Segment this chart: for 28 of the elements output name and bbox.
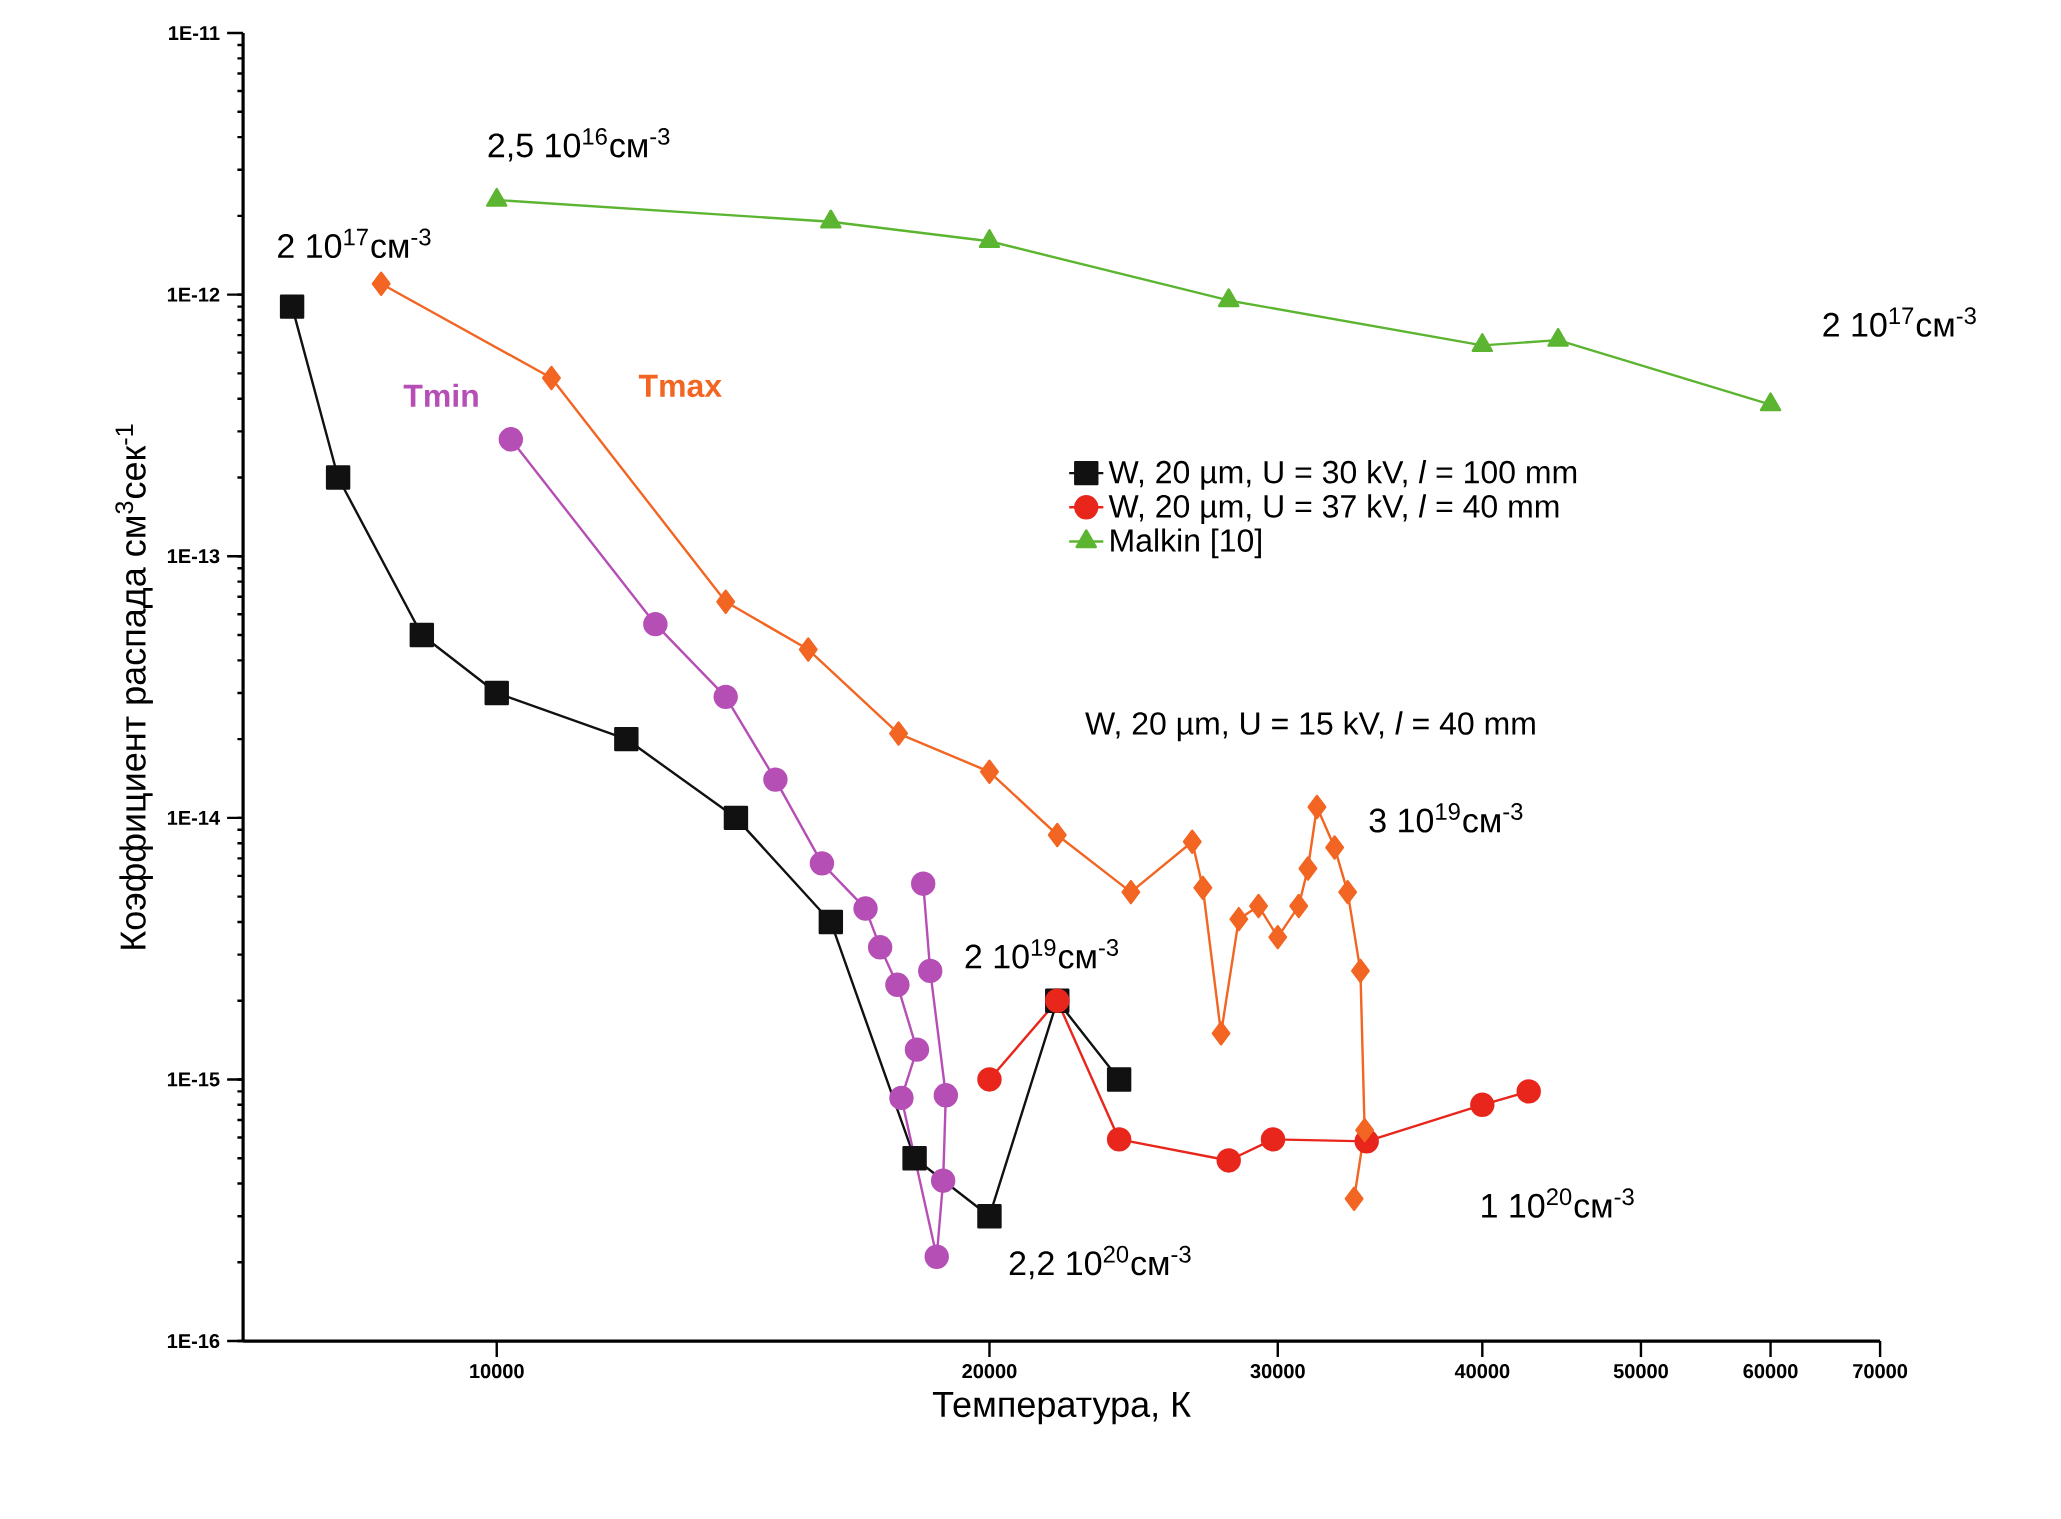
annotation: 2,2 10$^{20}$см$^{-3}$ [1009,1245,1191,1280]
annotation: W, 20 µm, U = 15 kV, l = 40 mm [1085,711,1535,742]
x-tick-label: 70000 [1853,1364,1908,1379]
annotation: 1 10$^{20}$см$^{-3}$ [1482,1188,1634,1218]
x-tick-label: 20000 [962,1364,1017,1379]
y-tick-label: 1E-16 [167,1333,220,1349]
series-label: Tmax [638,374,722,398]
y-axis-title: Коэффициент распада см$^{3}$сек$^{-1}$ [115,424,153,949]
x-tick-label: 50000 [1613,1364,1668,1379]
annotation: 3 10$^{19}$см$^{-3}$ [1369,803,1523,833]
legend-label: Malkin [10] [1111,528,1261,559]
annotation: 2,5 10$^{16}$см$^{-3}$ [488,127,670,162]
y-tick-label: 1E-13 [167,549,220,564]
annotation: 2 10$^{19}$см$^{-3}$ [965,939,1119,969]
x-tick-label: 40000 [1454,1364,1510,1379]
legend-label: W, 20 µm, U = 30 kV, l = 100 mm [1108,460,1577,490]
series-label: Tmin [403,383,478,407]
x-tick-label: 10000 [470,1364,524,1379]
y-tick-label: 1E-11 [169,26,220,40]
x-axis-title: Температура, К [932,1392,1191,1425]
y-tick-label: 1E-15 [167,1072,220,1087]
annotation: 2 10$^{17}$см$^{-3}$ [1823,307,1976,337]
y-tick-label: 1E-14 [167,810,220,825]
x-tick-label: 30000 [1250,1364,1305,1379]
x-tick-label: 60000 [1743,1364,1798,1379]
annotation: 2 10$^{17}$см$^{-3}$ [278,228,431,259]
y-tick-label: 1E-12 [167,287,220,302]
legend-label: W, 20 µm, U = 37 kV, l = 40 mm [1108,494,1559,525]
